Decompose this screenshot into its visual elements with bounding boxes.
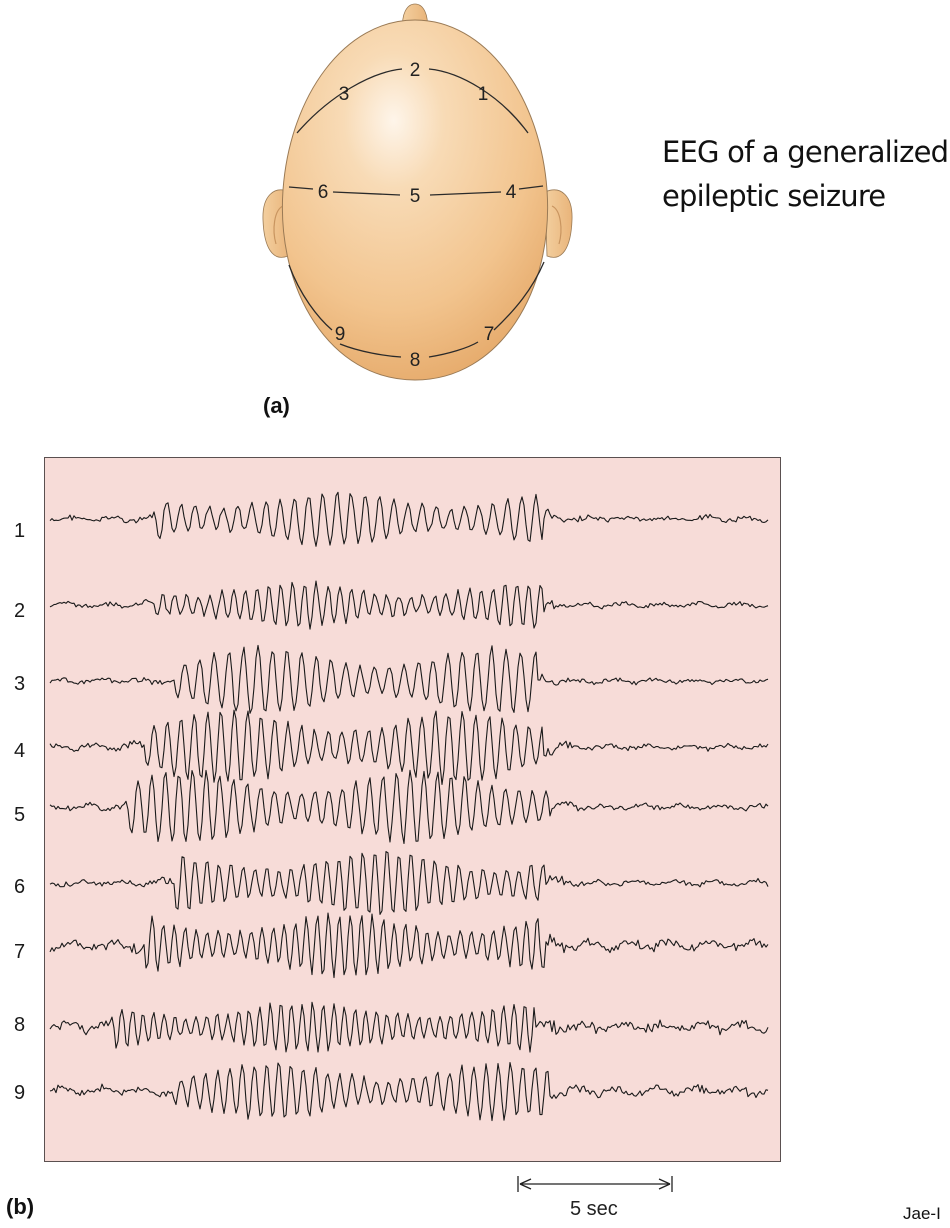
electrode-label-4: 4 — [506, 182, 517, 203]
channel-label-6: 6 — [14, 876, 26, 898]
electrode-label-7: 7 — [484, 324, 495, 345]
right-ear-icon — [544, 189, 573, 258]
eeg-trace-9 — [49, 1061, 769, 1122]
electrode-label-9: 9 — [335, 324, 346, 345]
eeg-traces — [49, 491, 769, 1122]
electrode-label-2: 2 — [410, 60, 421, 81]
channel-label-4: 4 — [14, 740, 26, 762]
channel-label-7: 7 — [14, 941, 26, 963]
electrode-label-6: 6 — [318, 182, 329, 203]
channel-label-5: 5 — [14, 804, 26, 826]
head-outline — [281, 19, 549, 381]
channel-label-2: 2 — [14, 600, 26, 622]
eeg-trace-1 — [49, 491, 769, 547]
eeg-trace-6 — [49, 851, 769, 915]
channel-label-9: 9 — [14, 1082, 26, 1104]
panel-b-label: (b) — [6, 1194, 35, 1219]
scale-bar-label: 5 sec — [570, 1198, 618, 1220]
title-line-2: epileptic seizure — [662, 179, 886, 213]
eeg-trace-5 — [49, 769, 769, 845]
eeg-trace-8 — [49, 1001, 769, 1053]
time-scale-bar — [517, 1176, 673, 1192]
panel-a-label: (a) — [263, 393, 290, 418]
eeg-trace-2 — [49, 580, 769, 630]
eeg-trace-3 — [49, 644, 769, 714]
channel-label-1: 1 — [14, 520, 26, 542]
electrode-label-8: 8 — [410, 350, 421, 371]
slide-title: EEG of a generalized epileptic seizure — [662, 130, 949, 218]
head-diagram: 2 1 3 6 5 4 9 7 8 — [262, 3, 573, 381]
footer-text: Jae-I — [903, 1204, 941, 1223]
channel-label-3: 3 — [14, 673, 26, 695]
eeg-trace-4 — [49, 709, 769, 785]
eeg-panel — [44, 457, 781, 1162]
electrode-label-5: 5 — [410, 186, 421, 207]
electrode-label-3: 3 — [339, 84, 350, 105]
channel-label-8: 8 — [14, 1014, 26, 1036]
eeg-trace-7 — [49, 912, 769, 979]
electrode-lines — [288, 68, 545, 358]
electrode-label-1: 1 — [478, 84, 489, 105]
title-line-1: EEG of a generalized — [662, 135, 949, 169]
